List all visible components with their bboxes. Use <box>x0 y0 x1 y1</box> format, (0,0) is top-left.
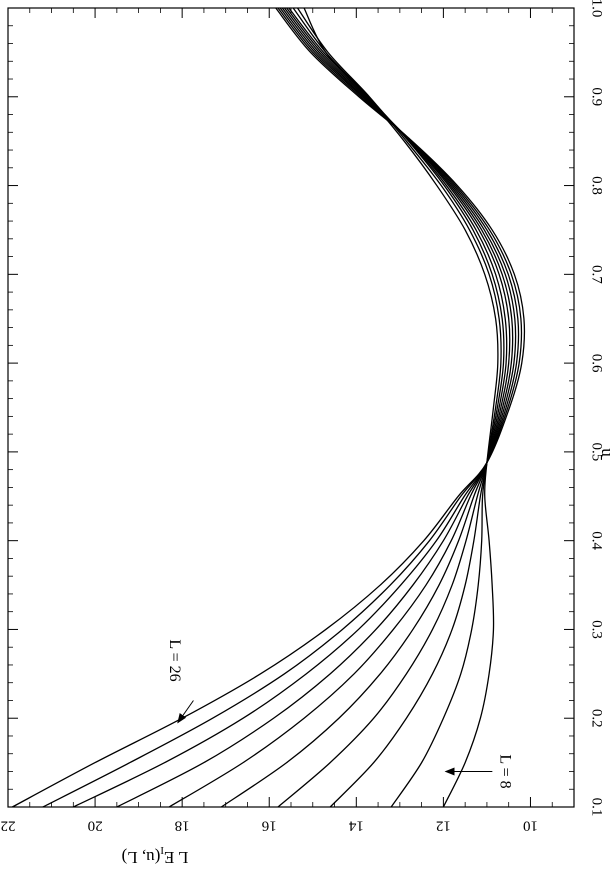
y-axis-label-sub: I <box>160 844 164 856</box>
plot-area: 0.1 0.2 0.3 0.4 0.5 0.6 0.7 0.8 0.9 1.0 10 12 14 16 18… <box>1 0 605 834</box>
value-tick-label: 20 <box>88 818 103 834</box>
u-tick-label: 0.1 <box>589 798 605 817</box>
series-line-8 <box>42 8 523 807</box>
series-line-7 <box>73 8 520 807</box>
u-tick-label: 0.8 <box>589 176 605 195</box>
series-line-0 <box>303 8 499 807</box>
value-tick-label: 10 <box>523 818 538 834</box>
series-line-5 <box>168 8 514 807</box>
annotation-label: L = 26 <box>166 639 183 681</box>
y-axis-label-main: L E <box>164 848 188 867</box>
plot-frame <box>7 7 575 808</box>
x-axis-label: u <box>598 448 614 457</box>
u-tick-label: 0.2 <box>589 709 605 728</box>
value-tick-label: 16 <box>261 818 277 834</box>
y-axis-label: L EI(u, L) <box>122 844 189 867</box>
u-tick-label: 0.3 <box>589 620 605 639</box>
axis-ticks: 0.1 0.2 0.3 0.4 0.5 0.6 0.7 0.8 0.9 1.0 10 12 14 16 18… <box>1 0 605 834</box>
u-tick-label: 0.5 <box>589 443 605 462</box>
annotation-label: L = 8 <box>497 754 514 788</box>
series-line-9 <box>12 8 526 807</box>
value-tick-label: 22 <box>1 818 16 834</box>
series-group <box>12 8 526 807</box>
u-tick-label: 0.7 <box>589 265 605 284</box>
annotations: L = 26 L = 8 <box>166 639 514 788</box>
u-tick-label: 0.4 <box>589 531 605 550</box>
value-tick-label: 18 <box>175 818 190 834</box>
series-line-3 <box>277 8 508 807</box>
value-tick-label: 14 <box>348 818 364 834</box>
u-tick-label: 1.0 <box>589 0 605 17</box>
series-line-1 <box>296 8 502 807</box>
u-tick-label: 0.6 <box>589 354 605 373</box>
annotation-arrow <box>177 700 194 724</box>
u-tick-label: 0.9 <box>589 87 605 106</box>
value-tick-label: 12 <box>436 818 451 834</box>
series-line-2 <box>292 8 505 807</box>
y-axis-label-tail: (u, L) <box>122 848 161 867</box>
